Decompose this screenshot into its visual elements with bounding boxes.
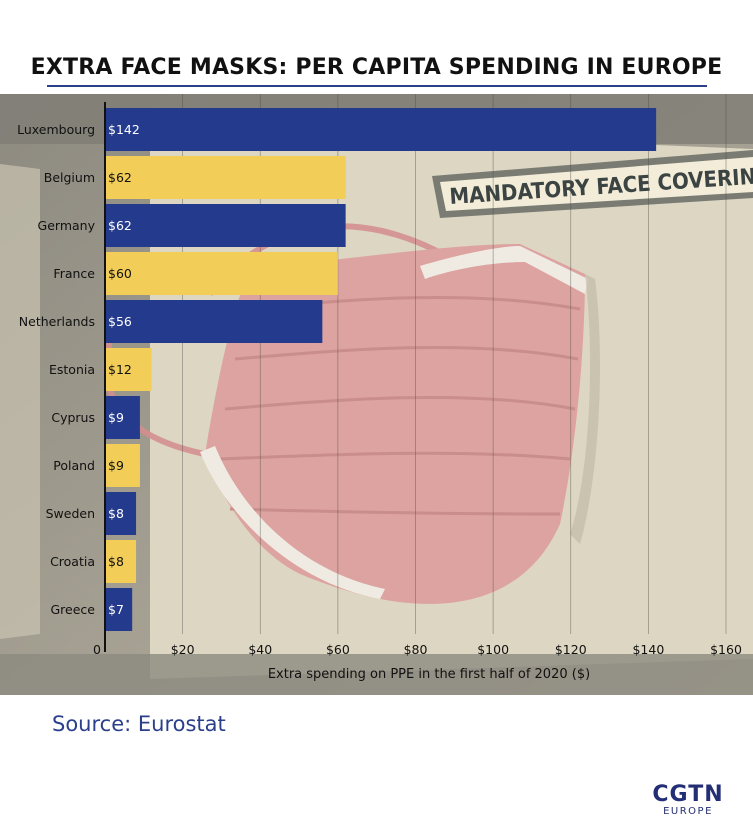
x-tick-label: $100 (477, 642, 509, 657)
category-label: Cyprus (51, 410, 95, 425)
title-underline (47, 85, 707, 87)
source-note: Source: Eurostat (52, 712, 226, 736)
data-label: $12 (108, 362, 132, 377)
x-tick-label: $80 (404, 642, 428, 657)
data-label: $60 (108, 266, 132, 281)
cgtn-europe-logo: CGTN EUROPE (650, 784, 726, 818)
category-label: Estonia (49, 362, 95, 377)
x-tick-label: $160 (710, 642, 742, 657)
category-label: Luxembourg (17, 122, 95, 137)
x-tick-label: 0 (93, 642, 101, 657)
data-label: $62 (108, 170, 132, 185)
category-labels: Luxembourg Belgium Germany France Netherland… (17, 122, 96, 617)
category-label: Sweden (46, 506, 95, 521)
data-label: $9 (108, 410, 124, 425)
bar (105, 348, 152, 391)
data-label: $7 (108, 602, 124, 617)
chart-title: EXTRA FACE MASKS: PER CAPITA SPENDING IN… (30, 55, 723, 80)
bar (105, 540, 137, 583)
bar (105, 204, 346, 247)
x-axis-label: Extra spending on PPE in the first half … (268, 667, 590, 682)
category-label: Greece (51, 602, 96, 617)
bar (105, 300, 323, 343)
x-tick-label: $40 (248, 642, 272, 657)
bar (105, 588, 133, 631)
bar (105, 492, 137, 535)
data-labels: $142 $62 $62 $60 $56 $12 $9 $9 $8 $8 $7 (108, 122, 140, 617)
bar (105, 396, 140, 439)
category-label: Croatia (50, 554, 95, 569)
data-label: $8 (108, 506, 124, 521)
data-label: $142 (108, 122, 140, 137)
bar (105, 252, 338, 295)
category-label: France (53, 266, 95, 281)
category-label: Netherlands (19, 314, 95, 329)
bar (105, 444, 140, 487)
bar (105, 108, 657, 151)
data-label: $8 (108, 554, 124, 569)
category-label: Poland (53, 458, 95, 473)
x-tick-label: $20 (171, 642, 195, 657)
category-label: Germany (38, 218, 96, 233)
x-tick-label: $120 (555, 642, 587, 657)
bar-chart: MANDATORY FACE COVERINGS LuxembourgBelgi… (0, 94, 753, 695)
data-label: $56 (108, 314, 132, 329)
logo-sub-text: EUROPE (663, 806, 713, 817)
x-tick-labels: 0 $20 $40 $60 $80 $100 $120 $140 $160 (93, 642, 742, 657)
chart-panel: MANDATORY FACE COVERINGS Luxembourg Belgi… (0, 94, 753, 695)
bar (105, 156, 346, 199)
category-label: Belgium (44, 170, 95, 185)
logo-main-text: CGTN (652, 782, 724, 807)
x-tick-label: $140 (632, 642, 664, 657)
data-label: $9 (108, 458, 124, 473)
data-label: $62 (108, 218, 132, 233)
x-tick-label: $60 (326, 642, 350, 657)
bars (105, 108, 657, 631)
